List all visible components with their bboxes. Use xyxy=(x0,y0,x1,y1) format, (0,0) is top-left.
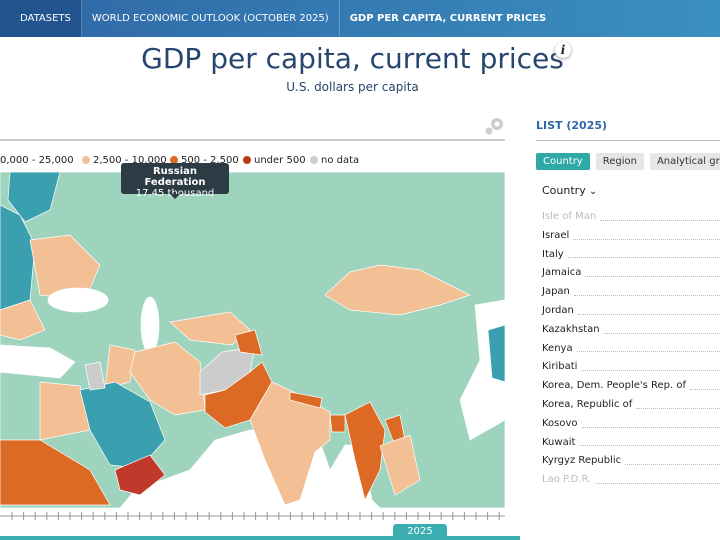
tooltip-country: Russian Federation xyxy=(144,166,206,188)
legend-dot xyxy=(82,156,90,164)
country-item[interactable]: Isle of Man xyxy=(542,209,720,228)
country-list: Isle of Man Israel Italy Jamaica Japan Jordan… xyxy=(542,209,720,491)
country-item[interactable]: Jamaica xyxy=(542,265,720,284)
list-tab[interactable]: Country xyxy=(536,153,590,170)
list-title: LIST (2025) xyxy=(536,119,608,132)
map-shapes xyxy=(0,171,506,509)
map-legend: 0,000 - 25,000 2,500 - 10,000 500 - 2,500 u… xyxy=(0,155,359,166)
map-panel: 0,000 - 25,000 2,500 - 10,000 500 - 2,500 u… xyxy=(0,118,520,540)
country-item[interactable]: Kazakhstan xyxy=(542,322,720,341)
country-item[interactable]: Lao P.D.R. xyxy=(542,472,720,491)
country-item[interactable]: Kuwait xyxy=(542,435,720,454)
page-title: GDP per capita, current prices xyxy=(141,42,564,75)
legend-item: no data xyxy=(321,155,359,166)
list-tab[interactable]: Region xyxy=(595,153,644,170)
country-item[interactable]: Japan xyxy=(542,284,720,303)
country-item[interactable]: Kenya xyxy=(542,341,720,360)
country-item[interactable]: Korea, Republic of xyxy=(542,397,720,416)
info-button[interactable]: i xyxy=(555,42,571,58)
country-item[interactable]: Kosovo xyxy=(542,416,720,435)
nav-item[interactable]: GDP PER CAPITA, CURRENT PRICES xyxy=(349,13,547,24)
sort-dropdown[interactable]: Country xyxy=(542,184,597,197)
legend-item: under 500 xyxy=(254,155,306,166)
settings-icon[interactable] xyxy=(485,118,504,135)
timeline-ticks xyxy=(11,512,500,520)
country-item[interactable]: Kiribati xyxy=(542,359,720,378)
country-item[interactable]: Korea, Dem. People's Rep. of xyxy=(542,378,720,397)
nav-item[interactable]: DATASETS xyxy=(0,0,82,37)
legend-dot xyxy=(310,156,318,164)
country-item[interactable]: Israel xyxy=(542,228,720,247)
country-item[interactable]: Jordan xyxy=(542,303,720,322)
country-item[interactable]: Kyrgyz Republic xyxy=(542,453,720,472)
legend-dot xyxy=(243,156,251,164)
map-tooltip: Russian Federation 17.45 thousand xyxy=(121,163,229,199)
timeline-bar xyxy=(0,536,520,540)
legend-dot xyxy=(170,156,178,164)
timeline-year[interactable]: 2025 xyxy=(393,524,447,540)
country-item[interactable]: Italy xyxy=(542,247,720,266)
legend-item: 0,000 - 25,000 xyxy=(0,155,74,166)
legend-item: 500 - 2,500 xyxy=(181,155,239,166)
legend-item: 2,500 - 10,000 xyxy=(93,155,167,166)
tooltip-value: 17.45 thousand xyxy=(135,188,215,199)
breadcrumb-nav: DATASETS WORLD ECONOMIC OUTLOOK (OCTOBER … xyxy=(0,0,720,37)
nav-item[interactable]: WORLD ECONOMIC OUTLOOK (OCTOBER 2025) xyxy=(82,0,340,37)
list-tabs: Country Region Analytical gr xyxy=(536,153,720,170)
list-rule xyxy=(536,140,720,141)
list-tab[interactable]: Analytical gr xyxy=(649,153,720,170)
page-subtitle: U.S. dollars per capita xyxy=(286,80,419,94)
